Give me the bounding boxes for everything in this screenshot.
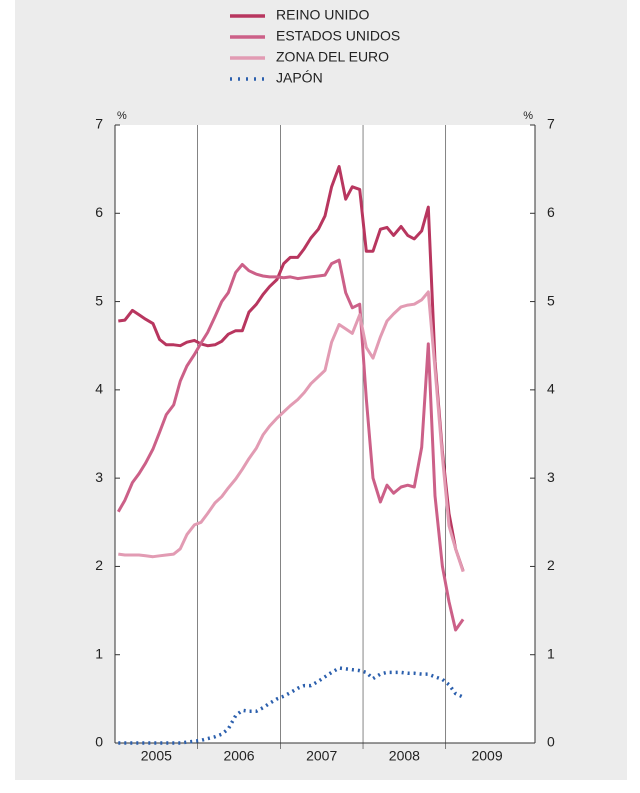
legend-label: ESTADOS UNIDOS bbox=[276, 28, 400, 44]
y-tick-label-right: 0 bbox=[547, 734, 555, 750]
legend-label: JAPÓN bbox=[276, 70, 323, 86]
y-tick-label-right: 7 bbox=[547, 116, 555, 132]
x-tick-label: 2007 bbox=[306, 748, 337, 764]
y-tick-label: 1 bbox=[95, 645, 103, 661]
series-line bbox=[116, 258, 465, 632]
plot-area bbox=[115, 125, 535, 743]
y-tick-label-right: 3 bbox=[547, 469, 555, 485]
y-tick-label: 2 bbox=[95, 557, 103, 573]
legend-label: ZONA DEL EURO bbox=[276, 49, 389, 65]
y-tick-label-right: 1 bbox=[547, 645, 555, 661]
y-tick-label: 6 bbox=[95, 204, 103, 220]
y-unit-right: % bbox=[523, 110, 533, 122]
series-line bbox=[118, 290, 465, 573]
y-unit-left: % bbox=[117, 110, 127, 122]
y-tick-label: 5 bbox=[95, 292, 103, 308]
y-tick-label: 0 bbox=[95, 734, 103, 750]
y-tick-label-right: 6 bbox=[547, 204, 555, 220]
y-tick-label: 3 bbox=[95, 469, 103, 485]
y-tick-label: 4 bbox=[95, 381, 103, 397]
x-tick-label: 2006 bbox=[223, 748, 254, 764]
legend-label: REINO UNIDO bbox=[276, 7, 369, 23]
x-tick-label: 2009 bbox=[471, 748, 502, 764]
series-line bbox=[118, 165, 465, 572]
x-tick-label: 2005 bbox=[141, 748, 172, 764]
y-tick-label-right: 2 bbox=[547, 557, 555, 573]
x-tick-label: 2008 bbox=[389, 748, 420, 764]
y-tick-label: 7 bbox=[95, 116, 103, 132]
y-tick-label-right: 4 bbox=[547, 381, 555, 397]
y-tick-label-right: 5 bbox=[547, 292, 555, 308]
